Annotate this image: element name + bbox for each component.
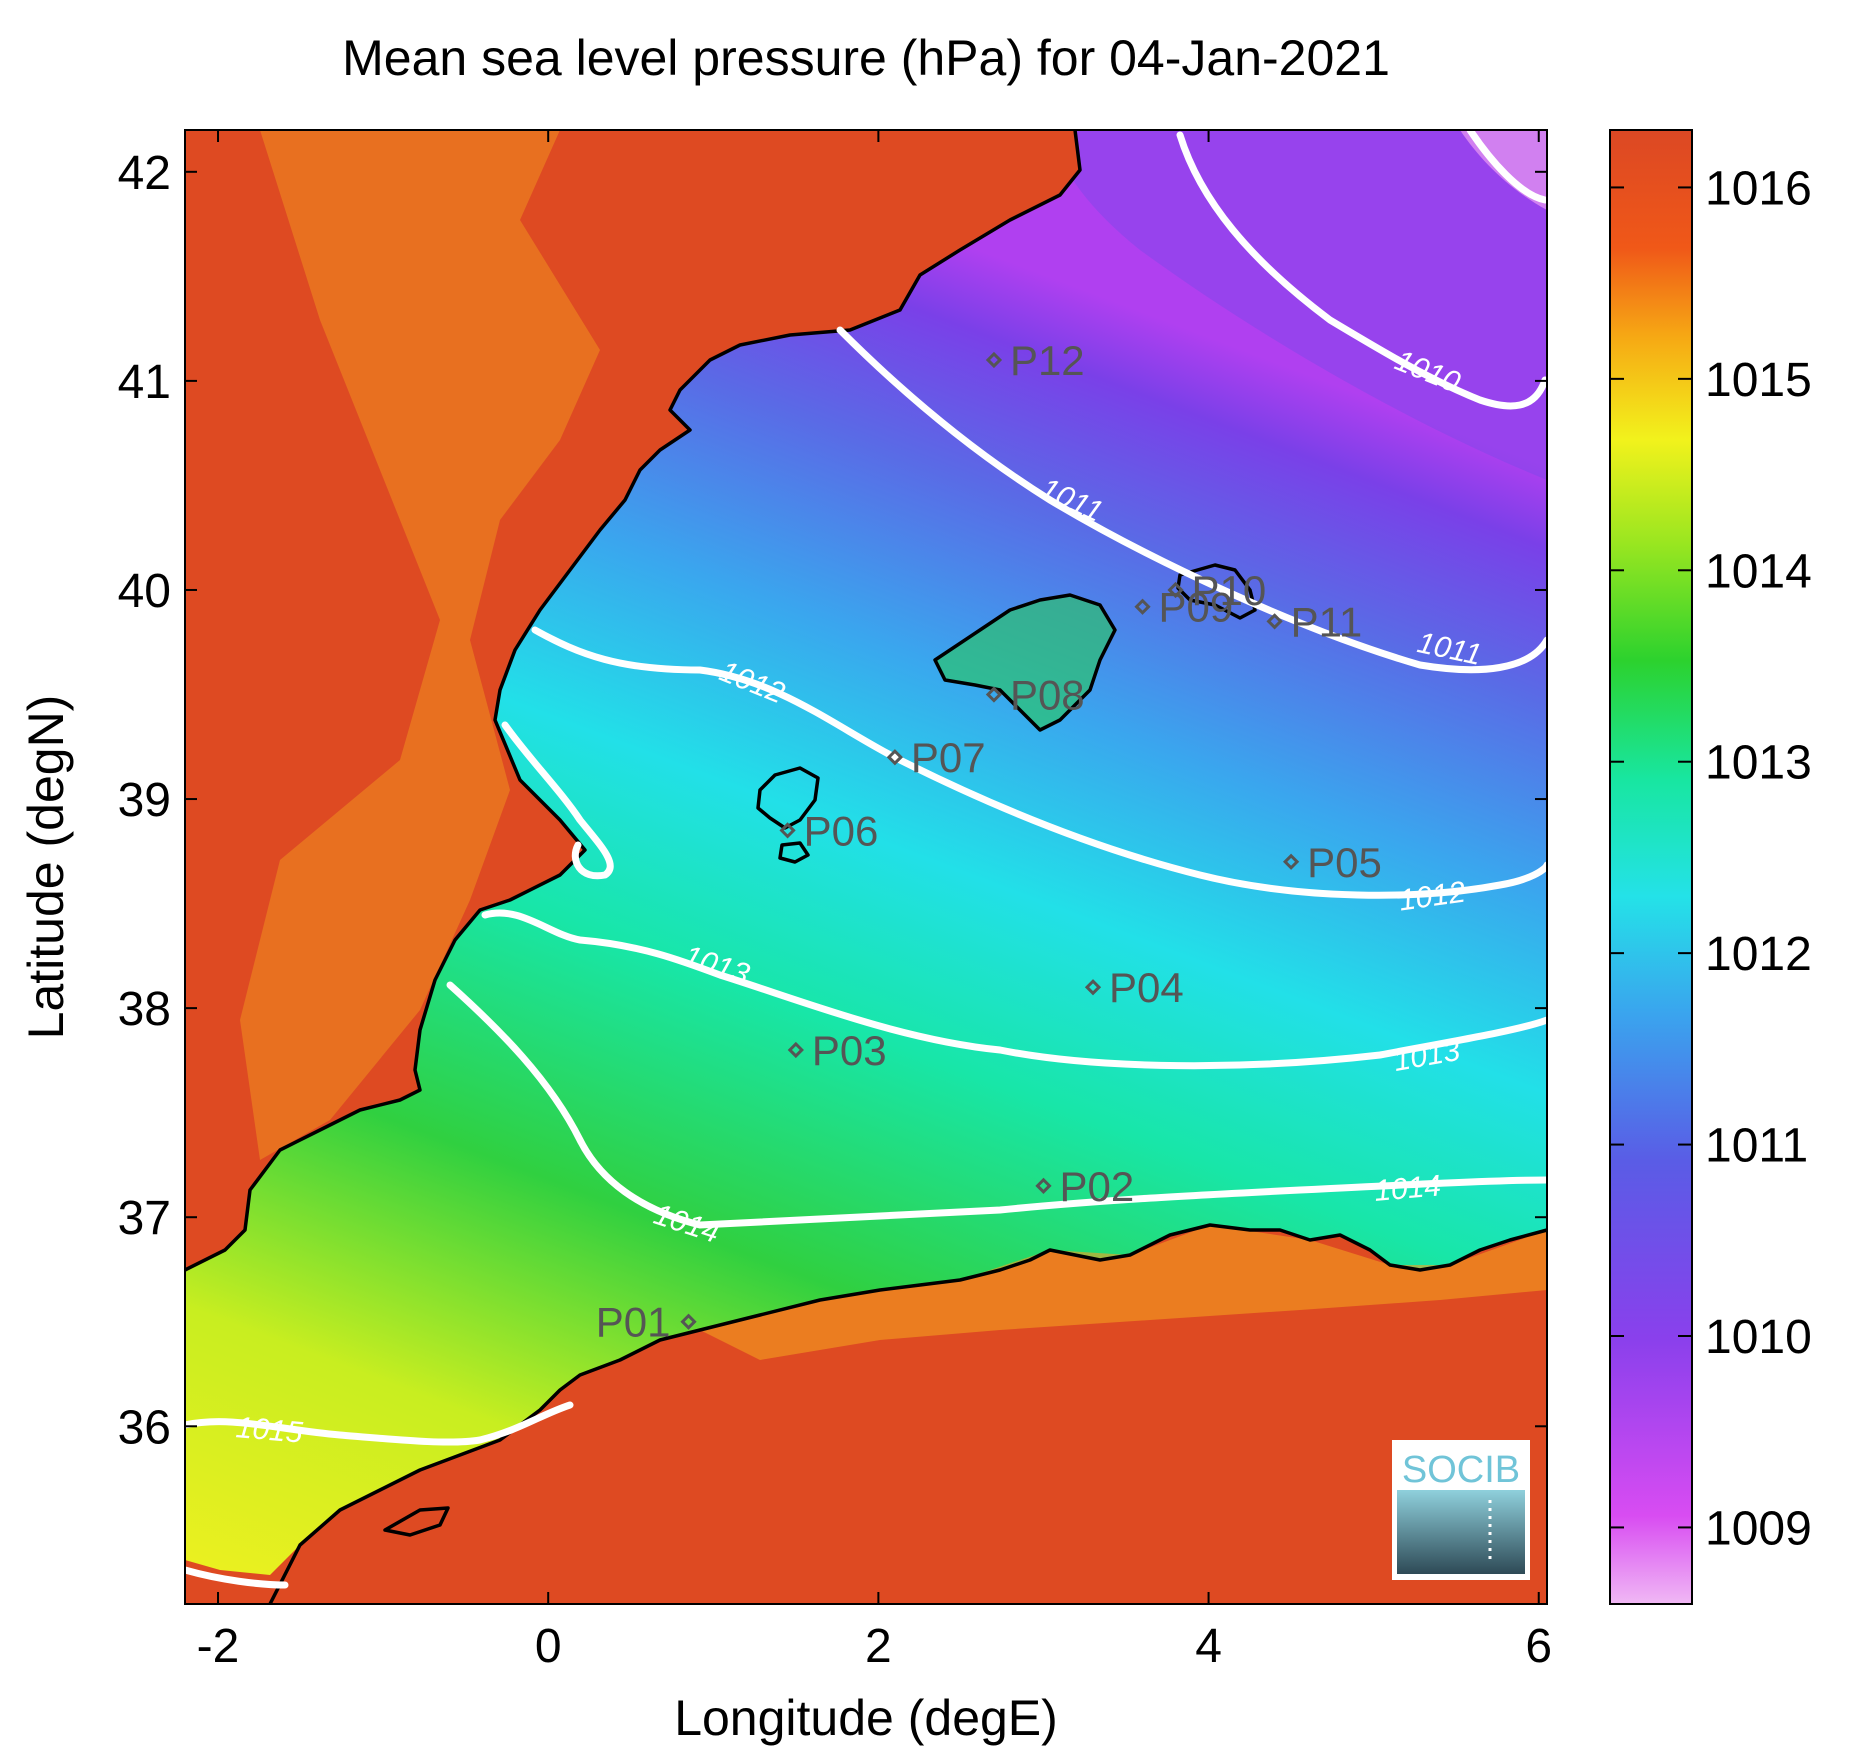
y-tick-label: 37 [118,1192,171,1245]
colorbar-tick-label: 1012 [1705,928,1812,981]
x-axis: -2 0 2 4 6 [197,130,1552,1673]
mallorca-coastline [933,593,1117,732]
colorbar-gradient [1609,129,1693,1605]
station-label: P08 [1010,672,1085,719]
y-tick-label: 41 [118,356,171,409]
logo-text: SOCIB [1402,1449,1520,1491]
contour-1016 [185,1566,289,1589]
contour-label: 1014 [1373,1169,1442,1208]
contour-1012 [531,626,1547,899]
station-marker [680,1313,697,1330]
contour-1012-west-loop [501,721,614,880]
y-tick-label: 38 [118,983,171,1036]
station-marker [779,822,796,839]
contour-1010 [1176,131,1547,410]
station-marker [1084,979,1102,996]
y-tick-label: 40 [118,565,171,618]
mallorca-land [935,595,1115,730]
contour-1011 [836,326,1547,674]
contour-1013 [481,909,1547,1070]
x-tick-label: 4 [1195,1620,1222,1673]
map-area: 1010 1011 1011 1012 1012 1013 1013 1014 … [185,130,1547,1604]
x-tick-label: 6 [1525,1620,1552,1673]
colorbar-tick-label: 1016 [1705,162,1812,215]
colorbar-tick-label: 1011 [1705,1120,1808,1173]
contour-1010-corner [1466,130,1547,204]
africa-coastline [268,1223,1547,1604]
colorbar-tick-label: 1013 [1705,737,1812,790]
contour-label: 1015 [235,1411,305,1450]
station-label: P01 [596,1299,671,1346]
logo-gradient-panel [1397,1490,1525,1574]
purple-north-east-region [1050,130,1547,480]
station-marker [1167,581,1184,599]
station-marker [787,1041,804,1059]
pressure-contours [185,130,1547,1589]
coastlines [185,130,1547,1604]
iberian-highland-band [240,130,600,1160]
station-label: P02 [1059,1163,1134,1210]
station-label: P11 [1291,598,1363,645]
formentera-coastline [778,841,810,864]
colorbar-tick-label: 1009 [1705,1502,1812,1555]
x-tick-label: 2 [865,1620,892,1673]
menorca-coastline [1176,563,1257,620]
station-marker [985,686,1003,703]
y-tick-label: 39 [118,774,171,827]
y-tick-label: 36 [118,1401,171,1454]
x-tick-label: 0 [535,1620,562,1673]
socib-logo: SOCIB [1392,1440,1530,1580]
station-marker [1282,853,1300,870]
ibiza-coastline [756,766,820,830]
station-label: P07 [911,734,986,781]
y-axis: 36 37 38 39 40 41 42 [118,147,1547,1454]
iberian-land [185,130,1080,1270]
colorbar: 1009 1010 1011 1012 1013 1014 1015 1016 [1609,129,1812,1605]
station-label: P12 [1010,337,1085,384]
station-label: P04 [1109,964,1184,1011]
station-label: P06 [804,807,879,854]
station-marker [1134,598,1151,615]
north-africa-coastal-band [700,1225,1547,1360]
station-label: P05 [1307,839,1382,886]
y-tick-label: 42 [118,147,171,200]
station-marker [1266,613,1283,630]
map-frame [184,129,1548,1605]
x-axis-label: Longitude (degE) [674,1690,1058,1746]
north-africa-land [185,1225,1547,1604]
colorbar-tick-label: 1010 [1705,1311,1812,1364]
station-marker [1035,1177,1052,1194]
station-label: P10 [1192,567,1267,614]
contour-1014 [446,981,1547,1229]
station-label: P03 [812,1027,887,1074]
contour-1015 [185,1401,574,1446]
iberia-coastline [185,130,1082,1272]
station-marker [886,749,904,766]
colorbar-tick-label: 1014 [1705,545,1812,598]
x-tick-label: -2 [197,1620,240,1673]
map-title: Mean sea level pressure (hPa) for 04-Jan… [342,30,1390,86]
y-axis-label: Latitude (degN) [18,695,74,1040]
colorbar-tick-label: 1015 [1705,354,1812,407]
colorbar-ticks: 1009 1010 1011 1012 1013 1014 1015 1016 [1610,162,1812,1555]
alboran-island-coastline [383,1506,450,1537]
station-marker [985,351,1003,369]
